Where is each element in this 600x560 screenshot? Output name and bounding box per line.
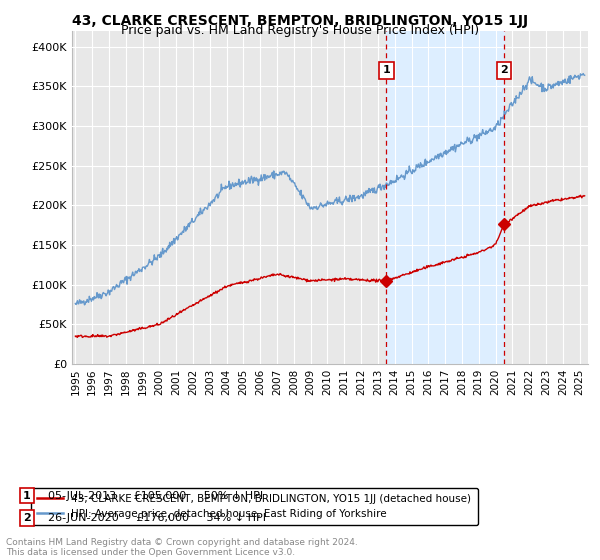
Text: 26-JUN-2020     £176,000     34% ↓ HPI: 26-JUN-2020 £176,000 34% ↓ HPI bbox=[48, 513, 266, 523]
Bar bbox=[386, 31, 504, 364]
Legend: 43, CLARKE CRESCENT, BEMPTON, BRIDLINGTON, YO15 1JJ (detached house), HPI: Avera: 43, CLARKE CRESCENT, BEMPTON, BRIDLINGTO… bbox=[31, 488, 478, 525]
Text: Price paid vs. HM Land Registry's House Price Index (HPI): Price paid vs. HM Land Registry's House … bbox=[121, 24, 479, 37]
Text: 05-JUL-2013     £105,000     50% ↓ HPI: 05-JUL-2013 £105,000 50% ↓ HPI bbox=[48, 491, 263, 501]
Text: 1: 1 bbox=[383, 66, 391, 76]
Text: Contains HM Land Registry data © Crown copyright and database right 2024.
This d: Contains HM Land Registry data © Crown c… bbox=[6, 538, 358, 557]
Text: 1: 1 bbox=[23, 491, 31, 501]
Text: 2: 2 bbox=[23, 513, 31, 523]
Text: 2: 2 bbox=[500, 66, 508, 76]
Text: 43, CLARKE CRESCENT, BEMPTON, BRIDLINGTON, YO15 1JJ: 43, CLARKE CRESCENT, BEMPTON, BRIDLINGTO… bbox=[72, 14, 528, 28]
